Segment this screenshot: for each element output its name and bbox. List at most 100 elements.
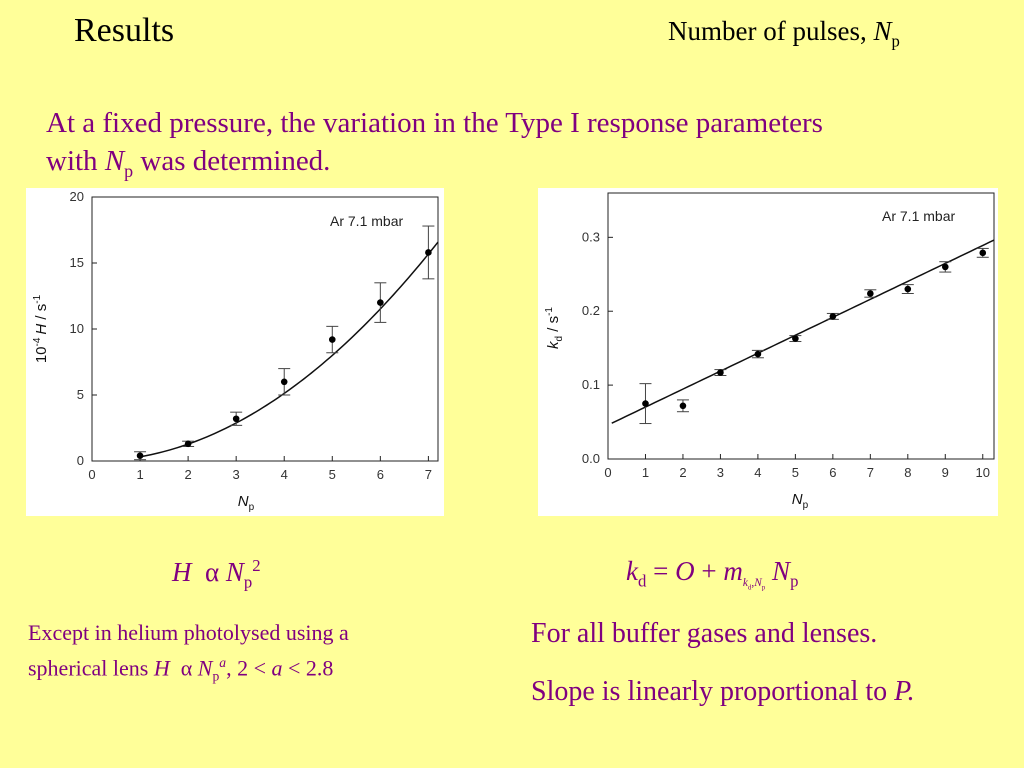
chart-h-ylabel-unit: / s [33,304,50,324]
chart-kd-xlabel-sub: p [803,500,809,511]
chart-h-xlabel: Np [238,493,255,513]
c1-ytick-label: 5 [77,387,84,402]
formula-h-relation: α [205,557,220,587]
c1-xtick-label: 7 [425,467,432,482]
c2-xtick-label: 9 [942,465,949,480]
chart-kd-ylabel-sub: d [554,336,565,342]
c1-data-point [280,378,288,386]
c2-data-point [979,249,987,257]
c2-ytick-label: 0.0 [582,451,600,466]
c1-xtick-label: 5 [329,467,336,482]
formula-kd-slope-sub-d: d [747,583,752,592]
chart-kd-ylabel-unit-exp: -1 [544,307,555,316]
chart-h-ylabel-var: H [33,324,50,335]
caption-left-a: a [271,655,283,681]
c2-xtick-label: 3 [717,465,724,480]
c2-data-point [754,350,762,358]
intro-line-2-post: was determined. [133,145,331,177]
c1-ytick-label: 20 [70,189,84,204]
chart-kd-xlabel: Np [792,491,809,511]
chart-h-fit-curve [139,241,439,458]
c1-data-point [184,440,192,448]
formula-kd-plus: + [694,556,724,586]
intro-line-2: with Np was determined. [46,142,986,190]
c1-xtick-label: 3 [233,467,240,482]
chart-h-ylabel-exp: -4 [32,337,43,346]
formula-kd-slope-sub-n: N [754,577,762,590]
chart-h-frame [91,196,439,462]
c2-xtick-label: 8 [904,465,911,480]
caption-right-line-1: For all buffer gases and lenses. [531,618,878,649]
c2-xtick-label: 4 [754,465,761,480]
caption-right-line-2: Slope is linearly proportional to P. [531,676,915,708]
c1-xtick-label: 0 [88,467,95,482]
c1-data-point [328,336,336,343]
formula-h: H α Np2 [172,556,261,592]
subtitle-text: Number of pulses, [668,16,874,46]
formula-kd-slope-sub-p: p [761,583,766,592]
formula-kd-lhs: k [626,556,638,586]
chart-h-ylabel: 10-4 H / s-1 [32,294,50,363]
formula-kd-var: N [772,556,791,586]
formula-kd-lhs-sub: d [637,571,647,591]
caption-right-symbol: P. [894,676,915,707]
formula-kd: kd = O + mkd,Np Np [626,556,798,592]
c2-ytick-label: 0.3 [582,229,600,244]
c1-data-point [425,249,432,256]
formula-h-lhs: H [172,557,192,587]
formula-kd-slope: m [723,556,743,586]
chart-kd-fit-line [611,239,995,424]
c1-data-point [136,452,144,460]
caption-left-h: H [153,655,170,681]
caption-left-line-2-pre: spherical lens [28,655,154,681]
formula-kd-var-sub: p [790,571,799,591]
c2-data-point [941,263,949,271]
c2-xtick-label: 6 [829,465,836,480]
c2-xtick-label: 1 [642,465,649,480]
chart-h-xlabel-sub: p [249,502,255,513]
formula-kd-slope-sub-k: k [742,577,748,590]
caption-left: Except in helium photolysed using a sphe… [28,618,349,692]
formula-kd-offset: O [675,556,695,586]
c1-ytick-label: 0 [77,453,84,468]
intro-symbol: N [104,145,125,177]
c1-xtick-label: 4 [281,467,288,482]
chart-kd-frame [607,192,995,460]
caption-left-sup: a [219,655,227,670]
c2-ytick-label: 0.2 [582,303,600,318]
chart-kd-annotation: Ar 7.1 mbar [882,208,955,224]
caption-left-post: < 2.8 [282,655,334,681]
formula-kd-slope-sub-comma: , [751,577,755,590]
c1-xtick-label: 2 [184,467,191,482]
intro-line-1: At a fixed pressure, the variation in th… [46,107,823,139]
c1-xtick-label: 1 [136,467,143,482]
c1-ytick-label: 10 [70,321,84,336]
c1-data-point [232,415,240,423]
slide-subtitle: Number of pulses, Np [668,16,900,51]
chart-kd-vs-np: 0 1 2 3 4 5 6 7 8 9 100.00.10.20.3 Ar 7.1 mbar Np … [544,192,995,511]
c2-xtick-label: 0 [604,465,611,480]
chart-kd-panel: 0 1 2 3 4 5 6 7 8 9 10 0.0 0.1 0.2 0.3 Ar 7.1 mbar Np … [538,188,998,516]
c2-ytick-label: 0.1 [582,377,600,392]
formula-h-rhs-sub: p [243,572,253,592]
slide-title: Results [74,12,175,49]
c2-xtick-label: 10 [976,465,990,480]
formula-kd-slope-sub: kd,Np [742,577,766,592]
c2-data-point [642,400,649,407]
c2-xtick-label: 7 [867,465,874,480]
c2-data-point [829,313,837,320]
formula-h-rhs-sup: 2 [252,556,261,575]
chart-h-annotation: Ar 7.1 mbar [330,213,403,229]
intro-text: At a fixed pressure, the variation in th… [46,104,986,190]
formula-kd-eq: = [646,556,676,586]
c2-data-point [717,369,724,376]
chart-kd-xlabel-var: N [792,491,803,508]
chart-h-panel: 0 1 2 3 4 5 6 7 0 5 10 15 20 Ar 7.1 mbar Np 10-4H / … [26,188,444,516]
caption-left-line-2: spherical lens H α Npa, 2 < a < 2.8 [28,648,349,692]
c2-data-point [792,335,799,342]
intro-line-2-pre: with [46,145,105,177]
subtitle-subscript: p [891,31,900,51]
intro-subscript: p [124,160,134,181]
caption-left-line-1: Except in helium photolysed using a [28,620,349,645]
c2-data-point [904,285,912,293]
